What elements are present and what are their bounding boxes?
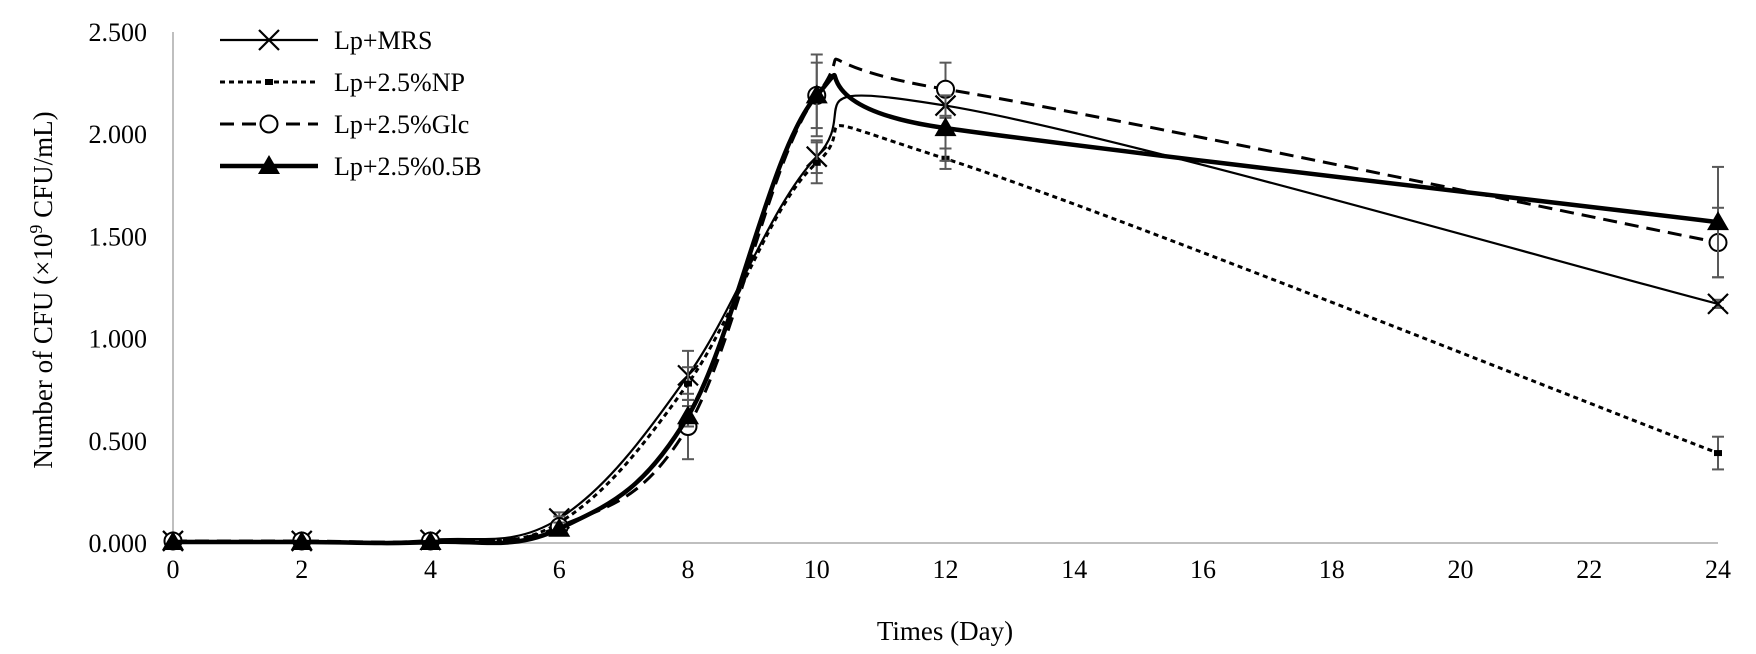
legend-label: Lp+2.5%Glc [334,110,469,139]
legend-marker [259,114,279,134]
series-line [172,73,1719,546]
x-tick-label: 14 [1061,555,1087,584]
legend-marker [265,79,273,85]
x-tick-label: 6 [553,555,566,584]
y-tick-label: 1.000 [89,325,148,354]
x-tick-label: 0 [167,555,180,584]
data-point [1707,293,1729,315]
y-tick-label: 0.000 [89,529,148,558]
x-tick-label: 16 [1190,555,1216,584]
y-tick-label: 0.500 [89,427,148,456]
y-tick-label: 2.000 [89,120,148,149]
data-point [290,530,313,550]
data-point [805,84,828,104]
y-axis-title-sup: 9 [26,225,46,234]
legend-marker [258,155,280,174]
x-tick-label: 4 [424,555,437,584]
x-tick-label: 22 [1576,555,1602,584]
data-point [162,530,184,550]
x-tick-label: 8 [682,555,695,584]
x-tick-label: 20 [1448,555,1474,584]
data-point [684,380,692,387]
x-tick-label: 2 [295,555,308,584]
axes: 0 2 4 6 8 10 12 14 16 18 20 22 240.0000.5001.0001.50… [89,18,1732,584]
y-axis-title-main: Number of CFU (×10 [28,234,58,469]
data-point [812,159,821,166]
x-axis-title: Times (Day) [877,616,1013,646]
data-point [419,530,442,550]
data-point [1714,450,1722,457]
legend-marker [258,29,280,51]
data-point [1707,211,1729,231]
x-tick-label: 18 [1319,555,1345,584]
y-axis-title-tail: CFU/mL) [28,111,58,224]
data-point [934,117,957,137]
series-layer [162,53,1729,552]
y-tick-label: 2.500 [89,18,148,47]
x-tick-label: 12 [933,555,959,584]
data-point [677,405,699,425]
series-2 [169,124,1724,545]
data-point [548,517,571,537]
series-line [172,124,1719,545]
y-axis-title: Number of CFU (×109 CFU/mL) [26,111,58,468]
legend: Lp+MRS Lp+2.5%NP Lp+2.5%Glc Lp+2.5%0.5B [220,26,482,181]
legend-label: Lp+2.5%0.5B [334,152,482,181]
legend-label: Lp+MRS [334,26,432,55]
y-tick-label: 1.500 [89,222,148,251]
x-tick-label: 24 [1705,555,1731,584]
x-tick-label: 10 [804,555,830,584]
series-4 [162,61,1729,550]
legend-label: Lp+2.5%NP [334,68,465,97]
